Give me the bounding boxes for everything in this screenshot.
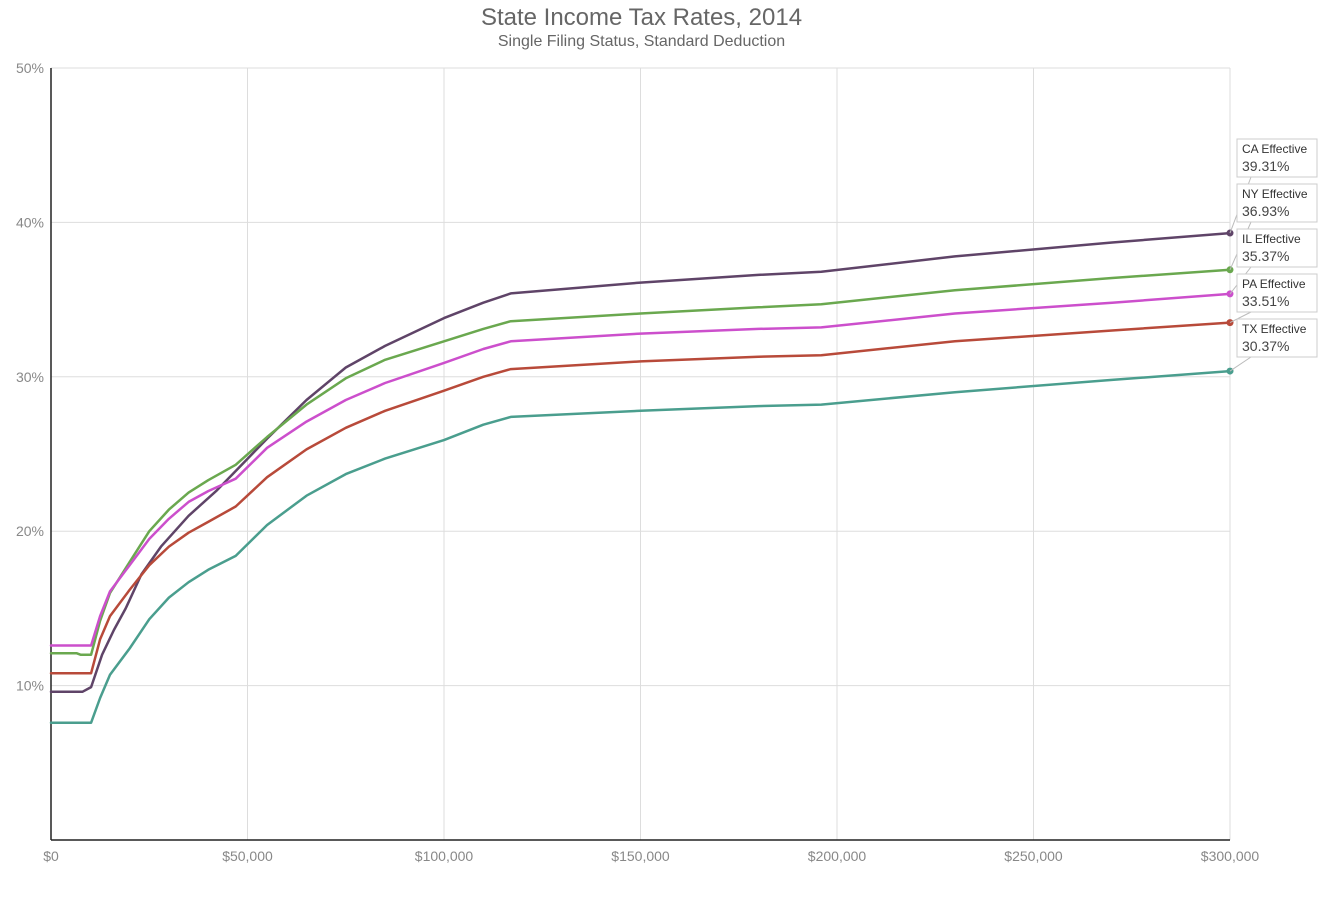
end-label-il: IL Effective 35.37% — [1229, 228, 1318, 295]
callout-leader — [1229, 356, 1252, 372]
callout-series-name: TX Effective — [1242, 322, 1307, 336]
callout-value: 36.93% — [1242, 203, 1289, 219]
series-line-ny[interactable] — [49, 268, 1232, 656]
callout-box — [1236, 273, 1318, 313]
x-tick-label: $50,000 — [222, 848, 273, 864]
chart-subtitle: Single Filing Status, Standard Deduction — [497, 33, 786, 50]
callout-box — [1236, 318, 1318, 358]
callout-box — [1236, 183, 1318, 223]
callout-value: 39.31% — [1242, 158, 1289, 174]
callout-series-name: CA Effective — [1242, 142, 1307, 156]
callout-leader — [1229, 311, 1252, 324]
y-tick-label: 30% — [16, 369, 44, 385]
x-tick-label: $0 — [43, 848, 59, 864]
y-tick-label: 40% — [16, 214, 44, 230]
grid-lines — [51, 67, 1231, 840]
callout-box — [1236, 228, 1318, 268]
tick-labels: 10% 20% 30% 40% 50% $0 $50,000 $100,000 $150,000… — [16, 60, 1259, 864]
series-line-pa[interactable] — [49, 321, 1232, 675]
x-tick-label: $200,000 — [808, 848, 867, 864]
end-labels: CA Effective 39.31% NY Effective 36.93% IL E… — [1229, 138, 1318, 372]
series-line-tx[interactable] — [49, 369, 1232, 724]
series-line-il[interactable] — [49, 292, 1232, 647]
callout-value: 35.37% — [1242, 248, 1289, 264]
chart-title: State Income Tax Rates, 2014 — [480, 4, 803, 31]
callout-value: 33.51% — [1242, 293, 1289, 309]
end-label-ca: CA Effective 39.31% — [1229, 138, 1318, 234]
callout-value: 30.37% — [1242, 338, 1289, 354]
end-label-ny: NY Effective 36.93% — [1229, 183, 1318, 271]
y-tick-label: 20% — [16, 523, 44, 539]
callout-series-name: IL Effective — [1242, 232, 1301, 246]
callout-series-name: NY Effective — [1242, 187, 1308, 201]
series-lines — [49, 229, 1234, 724]
end-label-tx: TX Effective 30.37% — [1229, 318, 1318, 372]
callout-series-name: PA Effective — [1242, 277, 1306, 291]
axes — [50, 68, 1230, 841]
x-tick-label: $300,000 — [1201, 848, 1260, 864]
x-tick-label: $100,000 — [415, 848, 474, 864]
y-tick-label: 10% — [16, 678, 44, 694]
x-tick-label: $150,000 — [611, 848, 670, 864]
x-tick-label: $250,000 — [1004, 848, 1063, 864]
callout-box — [1236, 138, 1318, 178]
y-tick-label: 50% — [16, 60, 44, 76]
end-label-pa: PA Effective 33.51% — [1229, 273, 1318, 324]
